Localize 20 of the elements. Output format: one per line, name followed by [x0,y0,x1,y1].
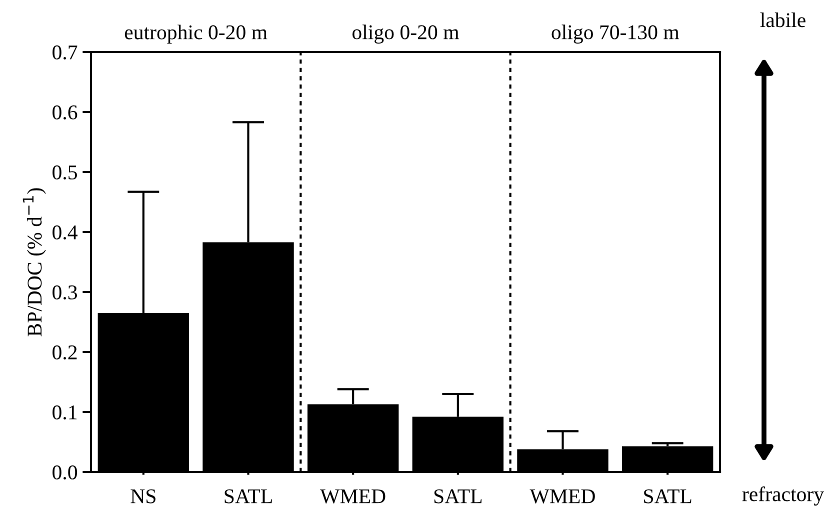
x-tick-label: WMED [320,489,386,504]
x-tick-label: SATL [224,489,272,504]
y-tick-label: 0.7 [52,45,78,60]
text: oligo 70-130 m [552,24,680,44]
y-tick-label: 0.1 [52,405,77,420]
text: labile [760,12,806,28]
x-tick-label: NS [130,489,156,504]
y-axis-title: BP/DOC (% d$^{−1}$) [22,188,46,336]
text: oligo 0-20 m [352,24,459,44]
y-tick-label: 0.0 [52,465,78,480]
x-tick-label: WMED [530,489,595,504]
y-tick-label: 0.6 [52,105,78,120]
text: refractory [742,486,824,506]
y-tick-label: 0.2 [52,345,77,360]
y-tick-label: 0.4 [52,225,78,240]
x-tick-label: SATL [644,489,692,504]
y-tick-label: 0.3 [52,285,77,300]
x-tick-label: SATL [434,489,482,504]
y-tick-label: 0.5 [52,165,77,180]
text: eutrophic 0-20 m [124,24,268,44]
